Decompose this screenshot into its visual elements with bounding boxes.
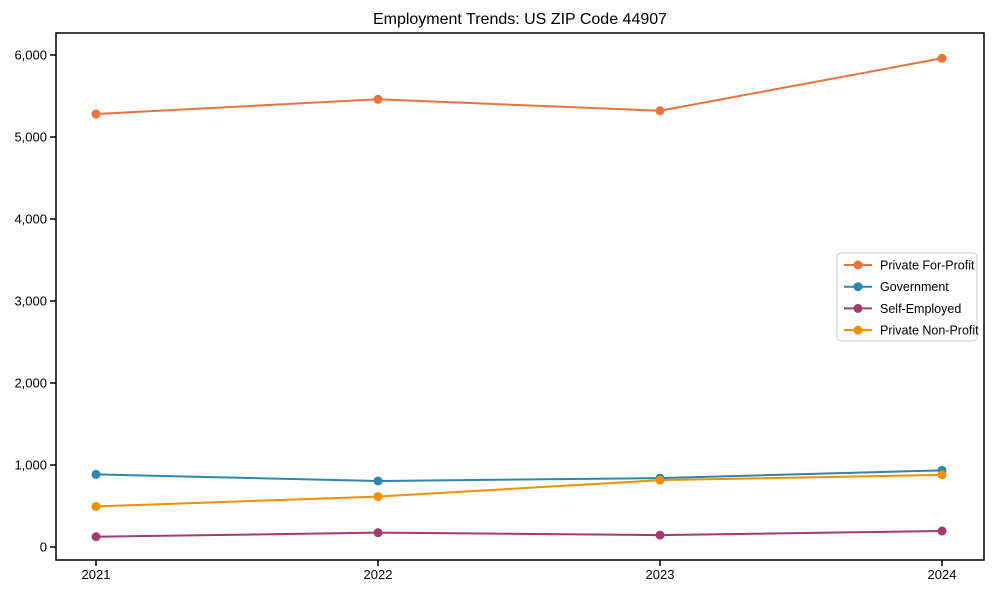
legend-item-label: Government <box>880 280 949 294</box>
data-point-government <box>373 476 383 486</box>
plot-area: 0 1,000 2,000 3,000 4,000 5,000 6,000 2021 2022 2… <box>14 32 985 582</box>
y-axis-tick-label: 0 <box>40 540 47 555</box>
data-point-self-employed <box>373 528 383 538</box>
legend-marker-dot <box>853 325 863 335</box>
legend-box <box>836 252 978 342</box>
x-axis-tick-label: 2022 <box>364 567 393 582</box>
x-axis-tick-label: 2021 <box>82 567 111 582</box>
data-point-self-employed <box>91 532 101 542</box>
series-line-private-for-profit <box>95 57 943 116</box>
y-axis-tick-label: 6,000 <box>14 48 47 63</box>
y-axis-tick-label: 5,000 <box>14 130 47 145</box>
legend-item-private-non-profit: Private Non-Profit <box>844 324 979 338</box>
series-line-government <box>95 469 943 482</box>
legend: Private For-Profit Government Self-Employe… <box>836 252 979 342</box>
data-point-private-for-profit <box>91 109 101 119</box>
legend-marker-dot <box>853 303 863 313</box>
x-axis-tick-label: 2024 <box>928 567 957 582</box>
data-point-private-non-profit <box>655 475 665 485</box>
chart-title: Employment Trends: US ZIP Code 44907 <box>373 11 667 28</box>
legend-item-self-employed: Self-Employed <box>844 302 961 316</box>
legend-item-government: Government <box>844 280 949 294</box>
data-point-private-for-profit <box>937 53 947 63</box>
legend-marker-dot <box>853 260 863 270</box>
series-line-private-non-profit <box>95 473 943 508</box>
data-point-government <box>91 469 101 479</box>
legend-item-label: Private For-Profit <box>880 259 975 273</box>
data-point-private-non-profit <box>937 470 947 480</box>
legend-item-label: Self-Employed <box>880 302 961 316</box>
data-point-self-employed <box>937 526 947 536</box>
y-axis-tick-label: 4,000 <box>14 212 47 227</box>
data-point-private-for-profit <box>373 94 383 104</box>
data-point-private-non-profit <box>91 501 101 511</box>
axes-spines <box>55 32 985 561</box>
data-point-self-employed <box>655 530 665 540</box>
y-axis-tick-label: 2,000 <box>14 376 47 391</box>
legend-item-label: Private Non-Profit <box>880 324 979 338</box>
y-axis-tick-label: 1,000 <box>14 458 47 473</box>
legend-item-private-for-profit: Private For-Profit <box>844 259 975 273</box>
data-point-private-for-profit <box>655 106 665 116</box>
y-axis-tick-label: 3,000 <box>14 294 47 309</box>
data-point-private-non-profit <box>373 492 383 502</box>
x-axis-tick-label: 2023 <box>646 567 675 582</box>
series-line-self-employed <box>95 530 943 538</box>
legend-marker-dot <box>853 282 863 292</box>
